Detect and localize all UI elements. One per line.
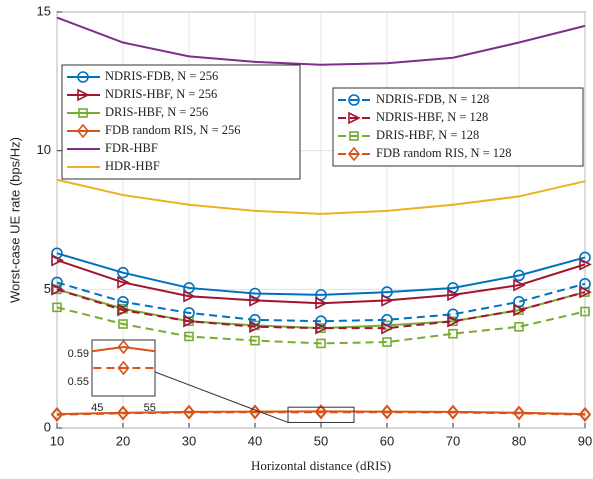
series-line: [56, 259, 586, 305]
zoom-connector: [154, 371, 289, 423]
marker: [349, 131, 359, 141]
marker: [249, 320, 262, 334]
legend-label: NDRIS-FDB, N = 128: [376, 92, 489, 106]
series-line: [56, 16, 586, 66]
marker: [77, 88, 90, 102]
legend-label: NDRIS-FDB, N = 256: [105, 69, 218, 83]
marker: [248, 404, 262, 420]
legend-label: DRIS-HBF, N = 128: [376, 128, 479, 142]
legend-label: FDR-HBF: [105, 141, 158, 155]
marker: [51, 253, 64, 267]
y-tick-label: 0: [44, 419, 51, 434]
series-line: [56, 411, 586, 416]
marker: [380, 404, 394, 420]
marker: [116, 406, 130, 421]
marker: [52, 302, 62, 313]
y-tick-label: 15: [37, 3, 51, 18]
marker: [513, 269, 525, 282]
x-tick-label: 20: [116, 433, 130, 448]
marker: [14, 355, 24, 367]
series-line: [92, 345, 155, 353]
legend-label: DRIS-HBF, N = 256: [105, 105, 208, 119]
marker: [117, 303, 130, 317]
series-line: [56, 288, 586, 330]
series-line: [56, 178, 586, 215]
marker: [513, 278, 526, 292]
x-tick-label: 40: [248, 433, 262, 448]
series-line: [56, 281, 586, 323]
marker: [448, 328, 458, 339]
marker: [117, 360, 130, 376]
x-tick-label: 60: [380, 433, 394, 448]
x-tick-label: 10: [50, 433, 64, 448]
marker: [183, 289, 196, 303]
y-axis-label: Worst-case UE rate (bps/Hz): [7, 137, 22, 303]
series-line: [56, 252, 586, 296]
marker: [514, 321, 524, 332]
inset-x-tick-label: 55: [144, 402, 156, 414]
marker: [250, 335, 260, 346]
marker: [315, 296, 328, 310]
legend-label: NDRIS-HBF, N = 128: [376, 110, 488, 124]
marker: [348, 94, 360, 106]
x-tick-label: 70: [446, 433, 460, 448]
marker: [314, 404, 328, 420]
marker: [447, 314, 460, 328]
marker: [446, 405, 460, 420]
marker: [183, 314, 196, 328]
x-tick-label: 90: [578, 433, 592, 448]
marker: [182, 405, 196, 420]
x-tick-label: 50: [314, 433, 328, 448]
legend-label: NDRIS-HBF, N = 256: [105, 87, 217, 101]
marker: [316, 338, 326, 349]
x-tick-label: 30: [182, 433, 196, 448]
legend-label: FDB random RIS, N = 128: [376, 146, 512, 160]
marker: [382, 320, 392, 331]
legend-label: FDB random RIS, N = 256: [105, 123, 241, 137]
y-tick-label: 5: [44, 281, 51, 296]
legend-box: [332, 87, 584, 167]
marker: [513, 303, 526, 317]
series-line: [92, 367, 155, 369]
marker: [382, 337, 392, 347]
x-axis-label: Horizontal distance (dRIS): [251, 458, 391, 473]
legend-box: [61, 64, 301, 180]
marker: [381, 321, 394, 335]
marker: [315, 321, 328, 335]
marker: [580, 306, 590, 317]
series-line: [56, 306, 586, 345]
legend-label: HDR-HBF: [105, 159, 160, 173]
inset-y-tick-label: 0.55: [68, 376, 89, 388]
marker: [51, 283, 64, 296]
marker: [117, 276, 130, 289]
marker: [117, 340, 130, 355]
y-tick-label: 10: [37, 142, 51, 157]
x-tick-label: 80: [512, 433, 526, 448]
marker: [381, 294, 394, 307]
marker: [347, 146, 361, 162]
marker: [579, 258, 592, 271]
marker: [117, 266, 129, 279]
marker: [348, 111, 361, 125]
marker: [76, 123, 90, 139]
marker: [77, 71, 89, 83]
marker: [447, 288, 460, 302]
marker: [118, 319, 128, 329]
inset-y-tick-label: 0.59: [68, 348, 89, 360]
marker: [184, 331, 194, 342]
marker: [78, 108, 88, 118]
marker: [249, 294, 262, 307]
zoom-box: [287, 406, 355, 423]
inset-x-tick-label: 45: [91, 402, 103, 414]
marker: [512, 406, 526, 421]
marker: [14, 369, 24, 381]
marker: [578, 407, 592, 422]
marker: [50, 407, 64, 422]
marker: [579, 285, 592, 299]
